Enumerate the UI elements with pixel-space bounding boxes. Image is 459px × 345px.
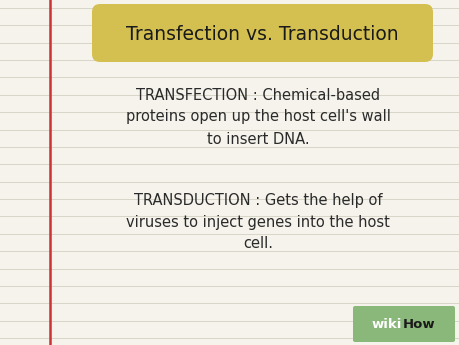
Text: TRANSFECTION : Chemical-based: TRANSFECTION : Chemical-based [136,88,379,102]
Text: Transfection vs. Transduction: Transfection vs. Transduction [126,24,398,43]
Text: proteins open up the host cell's wall: proteins open up the host cell's wall [125,109,390,125]
Text: to insert DNA.: to insert DNA. [206,131,308,147]
FancyBboxPatch shape [352,306,454,342]
Text: How: How [402,317,435,331]
Text: wiki: wiki [371,317,401,331]
Text: cell.: cell. [242,237,272,252]
Text: TRANSDUCTION : Gets the help of: TRANSDUCTION : Gets the help of [134,193,381,207]
FancyBboxPatch shape [92,4,432,62]
Text: viruses to inject genes into the host: viruses to inject genes into the host [126,215,389,229]
